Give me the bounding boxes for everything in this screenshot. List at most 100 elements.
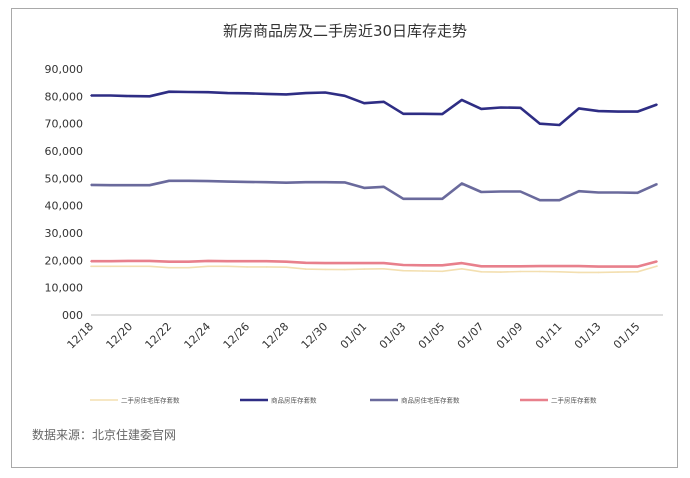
data-point	[617, 110, 619, 113]
line-chart: 新房商品房及二手房近30日库存走势 000 10,000 20,000 30,000 4…	[45, 22, 663, 405]
data-point	[402, 269, 405, 272]
x-tick-label: 01/03	[377, 320, 409, 352]
data-point	[636, 192, 639, 194]
data-point	[324, 268, 327, 271]
y-tick-label: 000	[62, 309, 83, 322]
data-point	[343, 95, 346, 97]
data-point	[285, 181, 288, 184]
data-point	[597, 265, 600, 268]
data-point	[441, 264, 444, 267]
y-tick-label: 40,000	[45, 200, 84, 213]
data-point	[422, 198, 424, 200]
data-point	[422, 113, 424, 115]
data-point	[383, 101, 385, 103]
data-point	[617, 191, 619, 194]
y-tick-label: 10,000	[45, 282, 84, 295]
data-point	[363, 262, 366, 264]
x-tick-label: 01/05	[416, 320, 448, 352]
data-point	[129, 95, 131, 97]
data-point	[226, 180, 229, 183]
data-point	[578, 265, 580, 267]
chart-title: 新房商品房及二手房近30日库存走势	[223, 22, 467, 40]
data-point	[129, 260, 131, 262]
data-point	[461, 262, 463, 264]
x-tick-label: 01/15	[611, 320, 643, 352]
legend-label: 商品房库存套数	[271, 396, 317, 405]
x-tick-label: 12/26	[221, 320, 253, 352]
data-point	[656, 183, 658, 185]
data-point	[148, 184, 151, 186]
y-tick-label: 20,000	[45, 254, 84, 267]
chart-legend: 二手房住宅库存套数 商品房库存套数 商品房住宅库存套数 二手房库存套数	[90, 396, 597, 405]
data-point	[168, 266, 170, 269]
y-tick-label: 60,000	[45, 145, 84, 158]
data-point	[265, 93, 268, 95]
data-point	[383, 268, 385, 270]
data-point	[148, 265, 151, 268]
data-point	[207, 260, 209, 262]
data-point	[597, 110, 600, 112]
data-point	[168, 180, 170, 182]
x-tick-label: 12/30	[299, 320, 331, 352]
data-point	[558, 124, 561, 126]
data-point	[246, 260, 248, 262]
data-point	[148, 260, 151, 262]
data-point	[578, 190, 580, 192]
data-point	[90, 184, 92, 186]
data-point	[402, 264, 405, 266]
data-point	[90, 94, 92, 97]
data-point	[383, 262, 385, 264]
legend-label: 二手房住宅库存套数	[121, 396, 180, 405]
data-point	[304, 268, 307, 270]
data-point	[246, 181, 248, 183]
data-point	[187, 266, 190, 269]
data-point	[441, 270, 444, 273]
series-line-3	[90, 179, 658, 202]
data-point	[304, 262, 307, 264]
data-point	[324, 181, 327, 183]
data-point	[226, 260, 229, 262]
data-point	[265, 260, 268, 262]
data-point	[461, 99, 463, 101]
data-point	[343, 268, 346, 271]
series-line-4	[91, 259, 658, 268]
data-point	[539, 122, 541, 125]
data-point	[617, 271, 619, 273]
data-point	[656, 103, 658, 106]
data-point	[343, 181, 346, 184]
data-point	[656, 260, 658, 263]
data-point	[343, 262, 346, 264]
data-point	[363, 268, 366, 270]
chart-frame: 新房商品房及二手房近30日库存走势 000 10,000 20,000 30,000 4…	[11, 8, 678, 468]
data-point	[519, 265, 522, 268]
data-point	[363, 187, 366, 189]
data-point	[441, 198, 444, 200]
data-point	[558, 199, 561, 201]
data-point	[539, 270, 541, 273]
chart-axes: 000 10,000 20,000 30,000 40,000 50,000 60,000 7…	[45, 63, 663, 352]
x-tick-label: 12/28	[260, 320, 292, 352]
data-point	[187, 91, 190, 93]
data-point	[519, 270, 522, 273]
data-point	[285, 93, 288, 96]
series-layer	[90, 90, 658, 274]
legend-label: 二手房库存套数	[551, 396, 597, 405]
data-point	[500, 190, 502, 193]
data-point	[187, 260, 190, 263]
data-point	[558, 271, 561, 273]
data-point	[656, 265, 658, 267]
data-point	[109, 265, 112, 268]
source-note: 数据来源：北京住建委官网	[32, 428, 177, 442]
data-point	[500, 106, 502, 109]
y-tick-label: 30,000	[45, 227, 84, 240]
data-point	[90, 260, 92, 262]
data-point	[519, 107, 522, 109]
data-point	[597, 191, 600, 194]
data-point	[480, 191, 483, 193]
data-point	[578, 271, 580, 274]
legend-label: 商品房住宅库存套数	[401, 396, 460, 405]
data-point	[480, 108, 483, 110]
data-point	[109, 260, 112, 262]
data-point	[90, 265, 92, 268]
y-tick-label: 80,000	[45, 90, 84, 103]
